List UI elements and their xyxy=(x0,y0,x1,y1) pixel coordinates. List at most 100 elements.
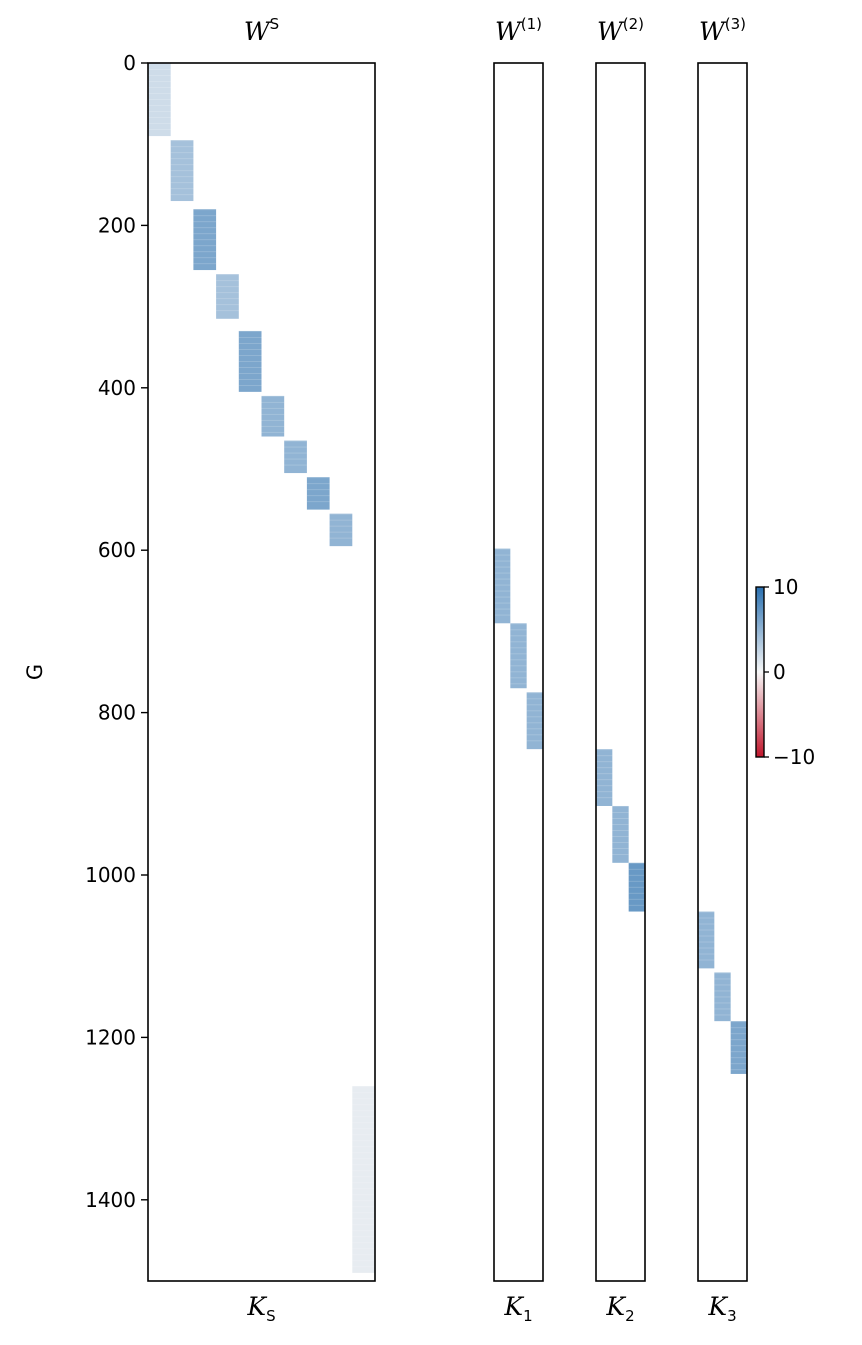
heatmap-row-stripe xyxy=(329,531,353,533)
panel-title-base: W xyxy=(495,17,523,46)
heatmap-row-stripe xyxy=(352,1260,375,1262)
heatmap-row-stripe xyxy=(628,904,645,906)
heatmap-block xyxy=(698,911,715,969)
heatmap-block xyxy=(193,209,217,271)
heatmap-row-stripe xyxy=(193,245,217,247)
heatmap-row-stripe xyxy=(352,1092,375,1094)
y-tick-label: 600 xyxy=(98,538,136,562)
heatmap-row-stripe xyxy=(170,140,194,142)
heatmap-row-stripe xyxy=(494,590,511,592)
heatmap-row-stripe xyxy=(170,158,194,160)
panel-title: WS xyxy=(244,15,279,46)
panel-title: W(1) xyxy=(495,15,542,46)
heatmap-row-stripe xyxy=(352,1098,375,1100)
heatmap-row-stripe xyxy=(352,1128,375,1130)
heatmap-block xyxy=(216,274,239,319)
heatmap-row-stripe xyxy=(596,749,613,751)
heatmap-row-stripe xyxy=(306,501,330,503)
y-axis-label: G xyxy=(23,664,47,680)
heatmap-row-stripe xyxy=(596,779,613,781)
heatmap-row-stripe xyxy=(628,886,645,888)
y-axis: 0 200 400 600 800 1000 1200 1400 xyxy=(85,51,148,1212)
heatmap-row-stripe xyxy=(352,1158,375,1160)
heatmap-row-stripe xyxy=(612,817,629,819)
heatmap-row-stripe xyxy=(238,360,262,362)
heatmap-row-stripe xyxy=(284,440,307,442)
heatmap-row-stripe xyxy=(261,407,285,409)
heatmap-row-stripe xyxy=(352,1248,375,1250)
heatmap-row-stripe xyxy=(216,274,239,276)
heatmap-row-stripe xyxy=(238,336,262,338)
heatmap-panel-1: WS KS xyxy=(147,15,376,1325)
heatmap-row-stripe xyxy=(526,716,543,718)
heatmap-row-stripe xyxy=(284,464,307,466)
heatmap-row-stripe xyxy=(526,728,543,730)
heatmap-row-stripe xyxy=(352,1266,375,1268)
heatmap-block xyxy=(284,440,307,474)
heatmap-row-stripe xyxy=(261,395,285,397)
heatmap-row-stripe xyxy=(148,111,171,112)
heatmap-row-stripe xyxy=(306,489,330,491)
heatmap-row-stripe xyxy=(510,677,527,679)
y-tick-label: 0 xyxy=(123,51,136,75)
heatmap-row-stripe xyxy=(170,170,194,172)
heatmap-row-stripe xyxy=(352,1200,375,1202)
heatmap-row-stripe xyxy=(261,425,285,427)
y-tick-label: 800 xyxy=(98,701,136,725)
panel-title: W(3) xyxy=(699,15,746,46)
panel-x-label-subscript: S xyxy=(266,1307,276,1325)
heatmap-row-stripe xyxy=(714,1008,731,1010)
heatmap-row-stripe xyxy=(698,935,715,937)
heatmap-row-stripe xyxy=(494,560,511,562)
heatmap-row-stripe xyxy=(352,1170,375,1172)
panel-x-label: K1 xyxy=(503,1292,532,1325)
heatmap-row-stripe xyxy=(596,773,613,775)
heatmap-row-stripe xyxy=(193,257,217,259)
colorbar-tick-label: −10 xyxy=(773,745,815,769)
heatmap-row-stripe xyxy=(352,1140,375,1142)
panel-x-label: KS xyxy=(246,1292,275,1325)
heatmap-row-stripe xyxy=(494,578,511,580)
panel-background xyxy=(148,63,375,1281)
heatmap-row-stripe xyxy=(698,929,715,931)
heatmap-row-stripe xyxy=(596,791,613,793)
panel-x-label-base: K xyxy=(707,1292,728,1321)
heatmap-row-stripe xyxy=(612,847,629,849)
heatmap-row-stripe xyxy=(494,614,511,616)
heatmap-row-stripe xyxy=(352,1218,375,1220)
heatmap-row-stripe xyxy=(193,233,217,235)
heatmap-row-stripe xyxy=(329,537,353,539)
y-tick-label: 1400 xyxy=(85,1188,136,1212)
heatmap-panel-3: W(2) K2 xyxy=(595,15,646,1325)
heatmap-row-stripe xyxy=(494,554,511,556)
heatmap-row-stripe xyxy=(526,740,543,742)
heatmap-row-stripe xyxy=(193,251,217,253)
heatmap-block xyxy=(730,1021,747,1074)
y-tick-label: 1200 xyxy=(85,1025,136,1049)
heatmap-row-stripe xyxy=(730,1045,747,1047)
heatmap-row-stripe xyxy=(170,152,194,154)
heatmap-row-stripe xyxy=(238,330,262,332)
heatmap-row-stripe xyxy=(284,458,307,460)
heatmap-row-stripe xyxy=(306,495,330,497)
heatmap-row-stripe xyxy=(510,665,527,667)
heatmap-row-stripe xyxy=(352,1116,375,1118)
heatmap-row-stripe xyxy=(170,146,194,148)
heatmap-row-stripe xyxy=(148,99,171,100)
panel-frame xyxy=(595,62,646,1282)
heatmap-row-stripe xyxy=(193,215,217,217)
heatmap-row-stripe xyxy=(261,431,285,433)
heatmap-row-stripe xyxy=(714,972,731,974)
heatmap-row-stripe xyxy=(510,635,527,637)
heatmap-row-stripe xyxy=(730,1033,747,1035)
heatmap-row-stripe xyxy=(284,452,307,454)
heatmap-row-stripe xyxy=(714,978,731,980)
heatmap-row-stripe xyxy=(352,1134,375,1136)
heatmap-row-stripe xyxy=(238,366,262,368)
colorbar-gradient xyxy=(756,587,764,757)
heatmap-row-stripe xyxy=(510,641,527,643)
panel-x-label-subscript: 1 xyxy=(523,1307,533,1325)
heatmap-row-stripe xyxy=(238,384,262,386)
heatmap-row-stripe xyxy=(193,263,217,265)
heatmap-row-stripe xyxy=(148,75,171,76)
